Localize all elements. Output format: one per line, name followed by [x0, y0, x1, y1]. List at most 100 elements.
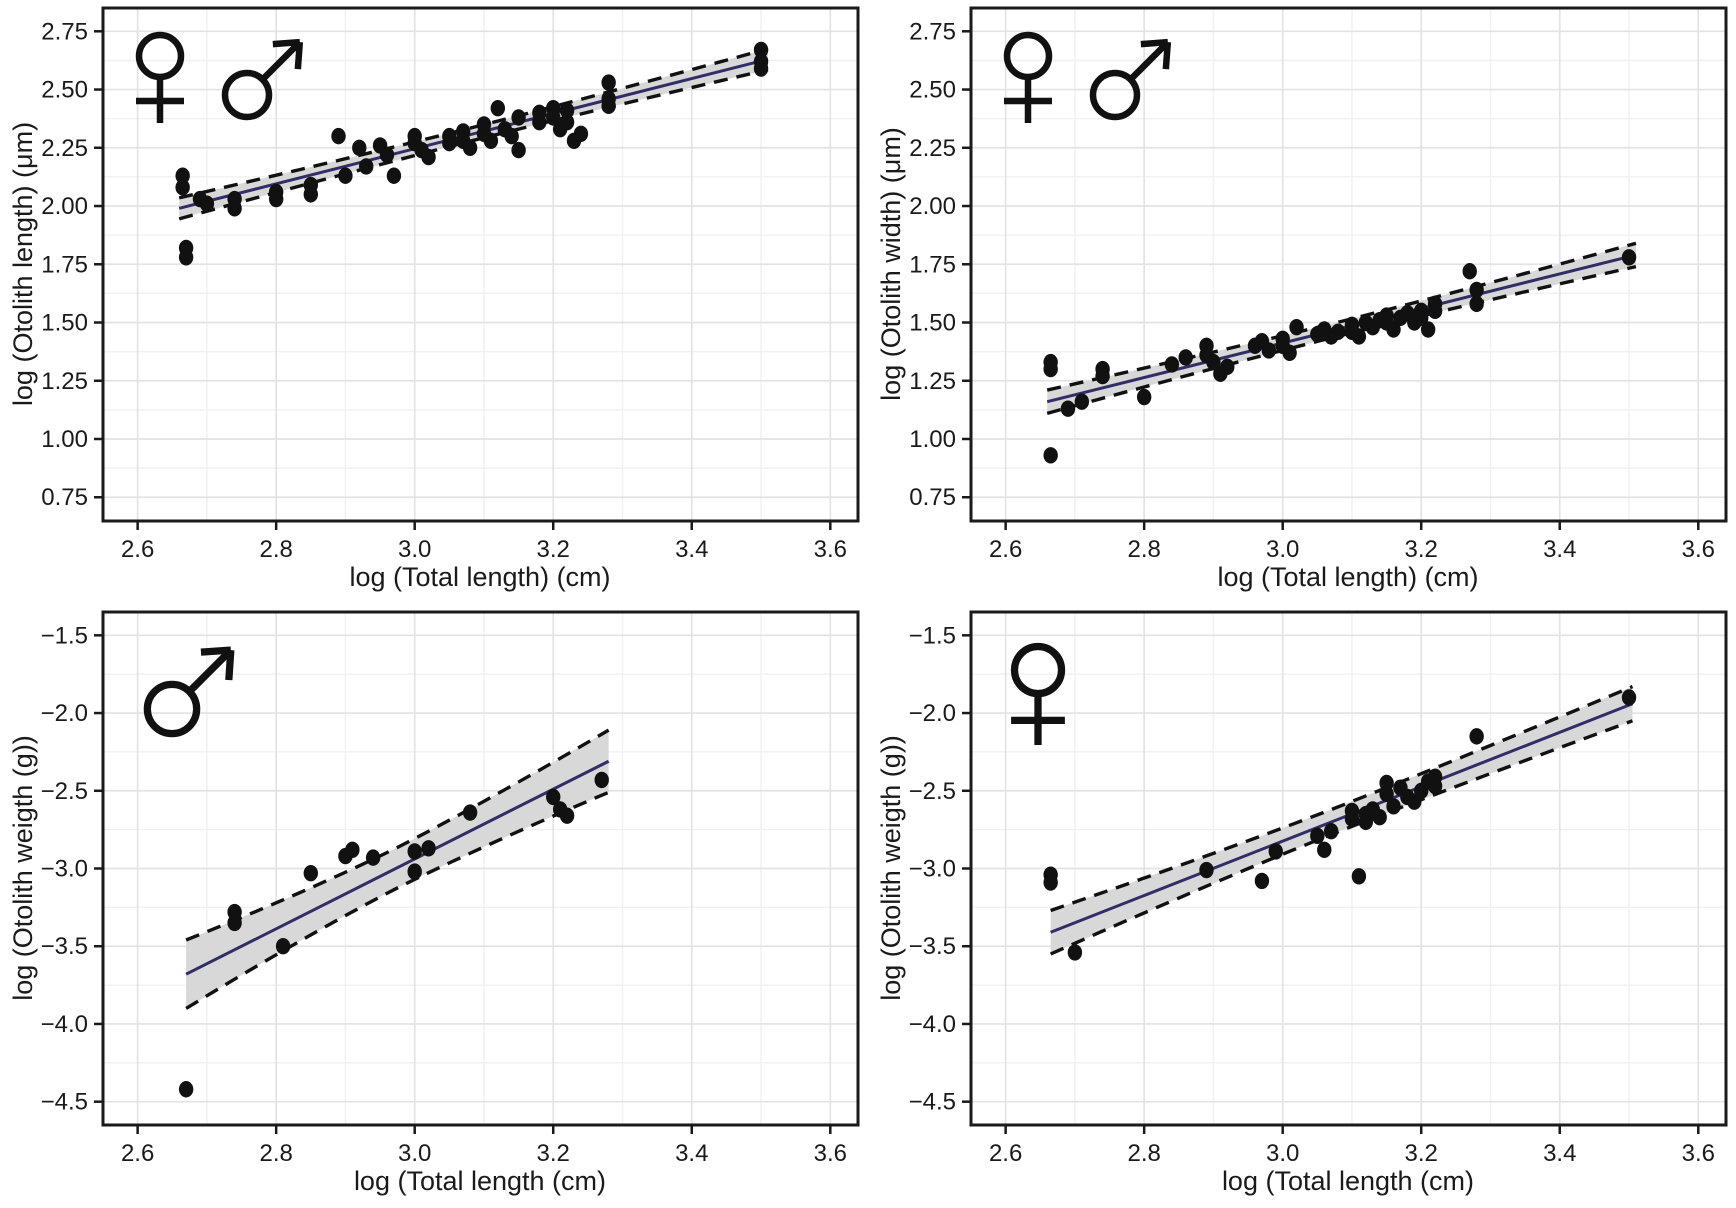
data-point — [594, 771, 609, 789]
data-point — [1427, 777, 1443, 795]
y-tick-label: −4.0 — [41, 1011, 88, 1038]
data-point — [352, 139, 367, 156]
otolith-width-plot: 2.6 2.8 3.0 3.2 3.4 3.6 0.75 1.00 1.25 1.50 1.75 2.… — [876, 6, 1728, 592]
axis-ticks: 2.6 2.8 3.0 3.2 3.4 3.6 −4.5 −4.0 −3.5 −3.0 −2.5 −2… — [41, 622, 847, 1167]
x-tick-label: 3.0 — [1266, 1140, 1299, 1167]
y-tick-label: −1.5 — [41, 622, 88, 649]
data-point — [1420, 321, 1436, 338]
x-tick-label: 2.6 — [989, 536, 1022, 563]
axis-ticks: 2.6 2.8 3.0 3.2 3.4 3.6 0.75 1.00 1.25 1.50 1.75 2.… — [909, 18, 1715, 563]
data-point — [1074, 393, 1090, 410]
data-point — [1427, 302, 1443, 320]
regression-line — [178, 57, 769, 210]
y-axis-label: log (Otolith width) (μm) — [876, 127, 906, 401]
y-tick-label: −3.0 — [909, 856, 956, 883]
data-points — [1043, 249, 1637, 464]
data-point — [1136, 388, 1152, 406]
regression-line — [1050, 702, 1634, 934]
axis-ticks: 2.6 2.8 3.0 3.2 3.4 3.6 0.75 1.00 1.25 1.50 1.75 2.… — [41, 18, 847, 563]
data-point — [303, 864, 318, 882]
data-point — [442, 134, 457, 152]
data-point — [1043, 447, 1058, 464]
data-point — [1344, 810, 1360, 827]
y-tick-label: 1.75 — [41, 251, 88, 278]
y-tick-label: −3.0 — [41, 856, 88, 883]
x-tick-label: 2.8 — [1127, 1140, 1160, 1167]
female-icon — [1010, 642, 1066, 746]
y-tick-label: −2.5 — [909, 778, 956, 805]
x-tick-label: 3.0 — [398, 536, 431, 563]
data-point — [601, 74, 616, 91]
data-point — [1095, 367, 1110, 385]
data-point — [490, 99, 506, 117]
data-point — [546, 109, 561, 126]
otolith-weight-female-plot: 2.6 2.8 3.0 3.2 3.4 3.6 −4.5 −4.0 −3.5 −3.0 −2.5 −2… — [876, 610, 1728, 1196]
data-point — [1043, 360, 1058, 378]
axis-ticks: 2.6 2.8 3.0 3.2 3.4 3.6 −4.5 −4.0 −3.5 −3.0 −2.5 −2… — [909, 622, 1715, 1167]
data-point — [1372, 809, 1387, 826]
gridlines — [103, 8, 858, 521]
x-axis-label: log (Total length) (cm) — [1217, 562, 1478, 592]
data-point — [511, 141, 526, 159]
data-points — [1043, 689, 1637, 961]
y-tick-label: −4.5 — [909, 1089, 956, 1116]
data-point — [359, 158, 374, 175]
data-point — [227, 914, 242, 932]
data-point — [175, 167, 190, 184]
data-point — [1386, 321, 1401, 338]
x-tick-label: 3.2 — [1405, 536, 1438, 563]
panel-otolith-weight-female: 2.6 2.8 3.0 3.2 3.4 3.6 −4.5 −4.0 −3.5 −3.0 −2.5 −2… — [868, 604, 1736, 1208]
data-point — [546, 788, 561, 806]
confidence-band — [1049, 685, 1634, 956]
x-tick-label: 3.6 — [1682, 1140, 1715, 1167]
x-tick-label: 3.0 — [1266, 536, 1299, 563]
data-point — [559, 807, 575, 824]
y-tick-label: 2.00 — [41, 193, 88, 220]
data-point — [303, 186, 318, 203]
y-tick-label: 2.50 — [909, 77, 956, 104]
panel-otolith-width: 2.6 2.8 3.0 3.2 3.4 3.6 0.75 1.00 1.25 1.50 1.75 2.… — [868, 0, 1736, 604]
data-point — [462, 804, 478, 821]
data-point — [1254, 872, 1270, 890]
x-tick-label: 2.6 — [121, 536, 154, 563]
y-tick-label: 2.50 — [41, 77, 88, 104]
y-tick-label: 2.25 — [41, 135, 88, 162]
data-point — [275, 938, 291, 955]
otolith-weight-male-plot: 2.6 2.8 3.0 3.2 3.4 3.6 −4.5 −4.0 −3.5 −3.0 −2.5 −2… — [8, 610, 860, 1196]
x-axis-label: log (Total length (cm) — [354, 1166, 606, 1196]
data-point — [1261, 342, 1277, 359]
data-point — [227, 200, 242, 217]
data-point — [338, 167, 353, 184]
data-point — [1178, 349, 1193, 366]
data-point — [1469, 281, 1484, 299]
data-point — [1317, 841, 1332, 859]
data-point — [178, 1081, 194, 1098]
data-point — [421, 840, 436, 857]
data-point — [753, 41, 769, 59]
x-tick-label: 3.4 — [1543, 1140, 1576, 1167]
data-point — [175, 179, 190, 196]
data-point — [483, 132, 499, 149]
data-point — [1330, 323, 1346, 341]
x-tick-label: 2.6 — [121, 1140, 154, 1167]
y-axis-label: log (Otolith length) (μm) — [8, 122, 38, 406]
data-point — [532, 113, 547, 131]
data-point — [1164, 356, 1180, 373]
x-tick-label: 2.8 — [259, 1140, 292, 1167]
male-icon — [221, 38, 304, 121]
data-point — [1358, 813, 1374, 831]
y-tick-label: 0.75 — [41, 484, 88, 511]
x-tick-label: 3.6 — [814, 536, 847, 563]
data-points — [178, 771, 609, 1098]
data-point — [1469, 728, 1484, 745]
data-point — [1621, 689, 1637, 706]
otolith-length-plot: 2.6 2.8 3.0 3.2 3.4 3.6 0.75 1.00 1.25 1.50 1.75 2.… — [8, 6, 860, 592]
data-point — [268, 190, 284, 208]
y-tick-label: 2.75 — [41, 18, 88, 45]
y-tick-label: 1.75 — [909, 251, 956, 278]
data-point — [407, 863, 422, 880]
y-tick-label: 1.50 — [909, 310, 956, 337]
data-point — [1379, 785, 1394, 803]
data-point — [1462, 263, 1477, 280]
